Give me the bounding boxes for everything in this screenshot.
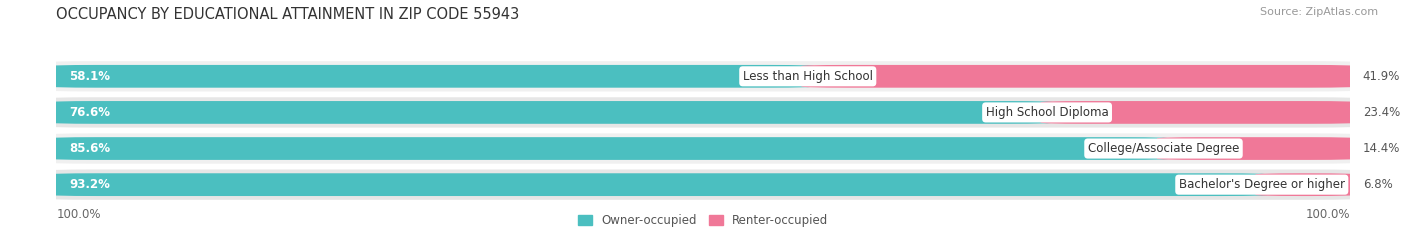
Text: Bachelor's Degree or higher: Bachelor's Degree or higher	[1178, 178, 1344, 191]
Text: High School Diploma: High School Diploma	[986, 106, 1108, 119]
FancyBboxPatch shape	[44, 97, 1362, 128]
Text: 6.8%: 6.8%	[1362, 178, 1392, 191]
Text: 100.0%: 100.0%	[1305, 208, 1350, 221]
Text: OCCUPANCY BY EDUCATIONAL ATTAINMENT IN ZIP CODE 55943: OCCUPANCY BY EDUCATIONAL ATTAINMENT IN Z…	[56, 7, 519, 22]
FancyBboxPatch shape	[44, 169, 1362, 200]
FancyBboxPatch shape	[49, 65, 814, 88]
Text: College/Associate Degree: College/Associate Degree	[1088, 142, 1239, 155]
FancyBboxPatch shape	[801, 65, 1357, 88]
Text: 76.6%: 76.6%	[69, 106, 110, 119]
Text: 14.4%: 14.4%	[1362, 142, 1400, 155]
Text: 58.1%: 58.1%	[69, 70, 110, 83]
Text: 41.9%: 41.9%	[1362, 70, 1400, 83]
Text: Source: ZipAtlas.com: Source: ZipAtlas.com	[1260, 7, 1378, 17]
Text: 100.0%: 100.0%	[56, 208, 101, 221]
FancyBboxPatch shape	[1256, 173, 1357, 196]
FancyBboxPatch shape	[44, 133, 1362, 164]
FancyBboxPatch shape	[49, 101, 1053, 124]
FancyBboxPatch shape	[49, 137, 1170, 160]
FancyBboxPatch shape	[1157, 137, 1357, 160]
Text: Less than High School: Less than High School	[742, 70, 873, 83]
FancyBboxPatch shape	[1040, 101, 1357, 124]
Text: 85.6%: 85.6%	[69, 142, 110, 155]
FancyBboxPatch shape	[49, 173, 1268, 196]
Text: 93.2%: 93.2%	[69, 178, 110, 191]
Legend: Owner-occupied, Renter-occupied: Owner-occupied, Renter-occupied	[578, 214, 828, 227]
Text: 23.4%: 23.4%	[1362, 106, 1400, 119]
FancyBboxPatch shape	[44, 61, 1362, 92]
